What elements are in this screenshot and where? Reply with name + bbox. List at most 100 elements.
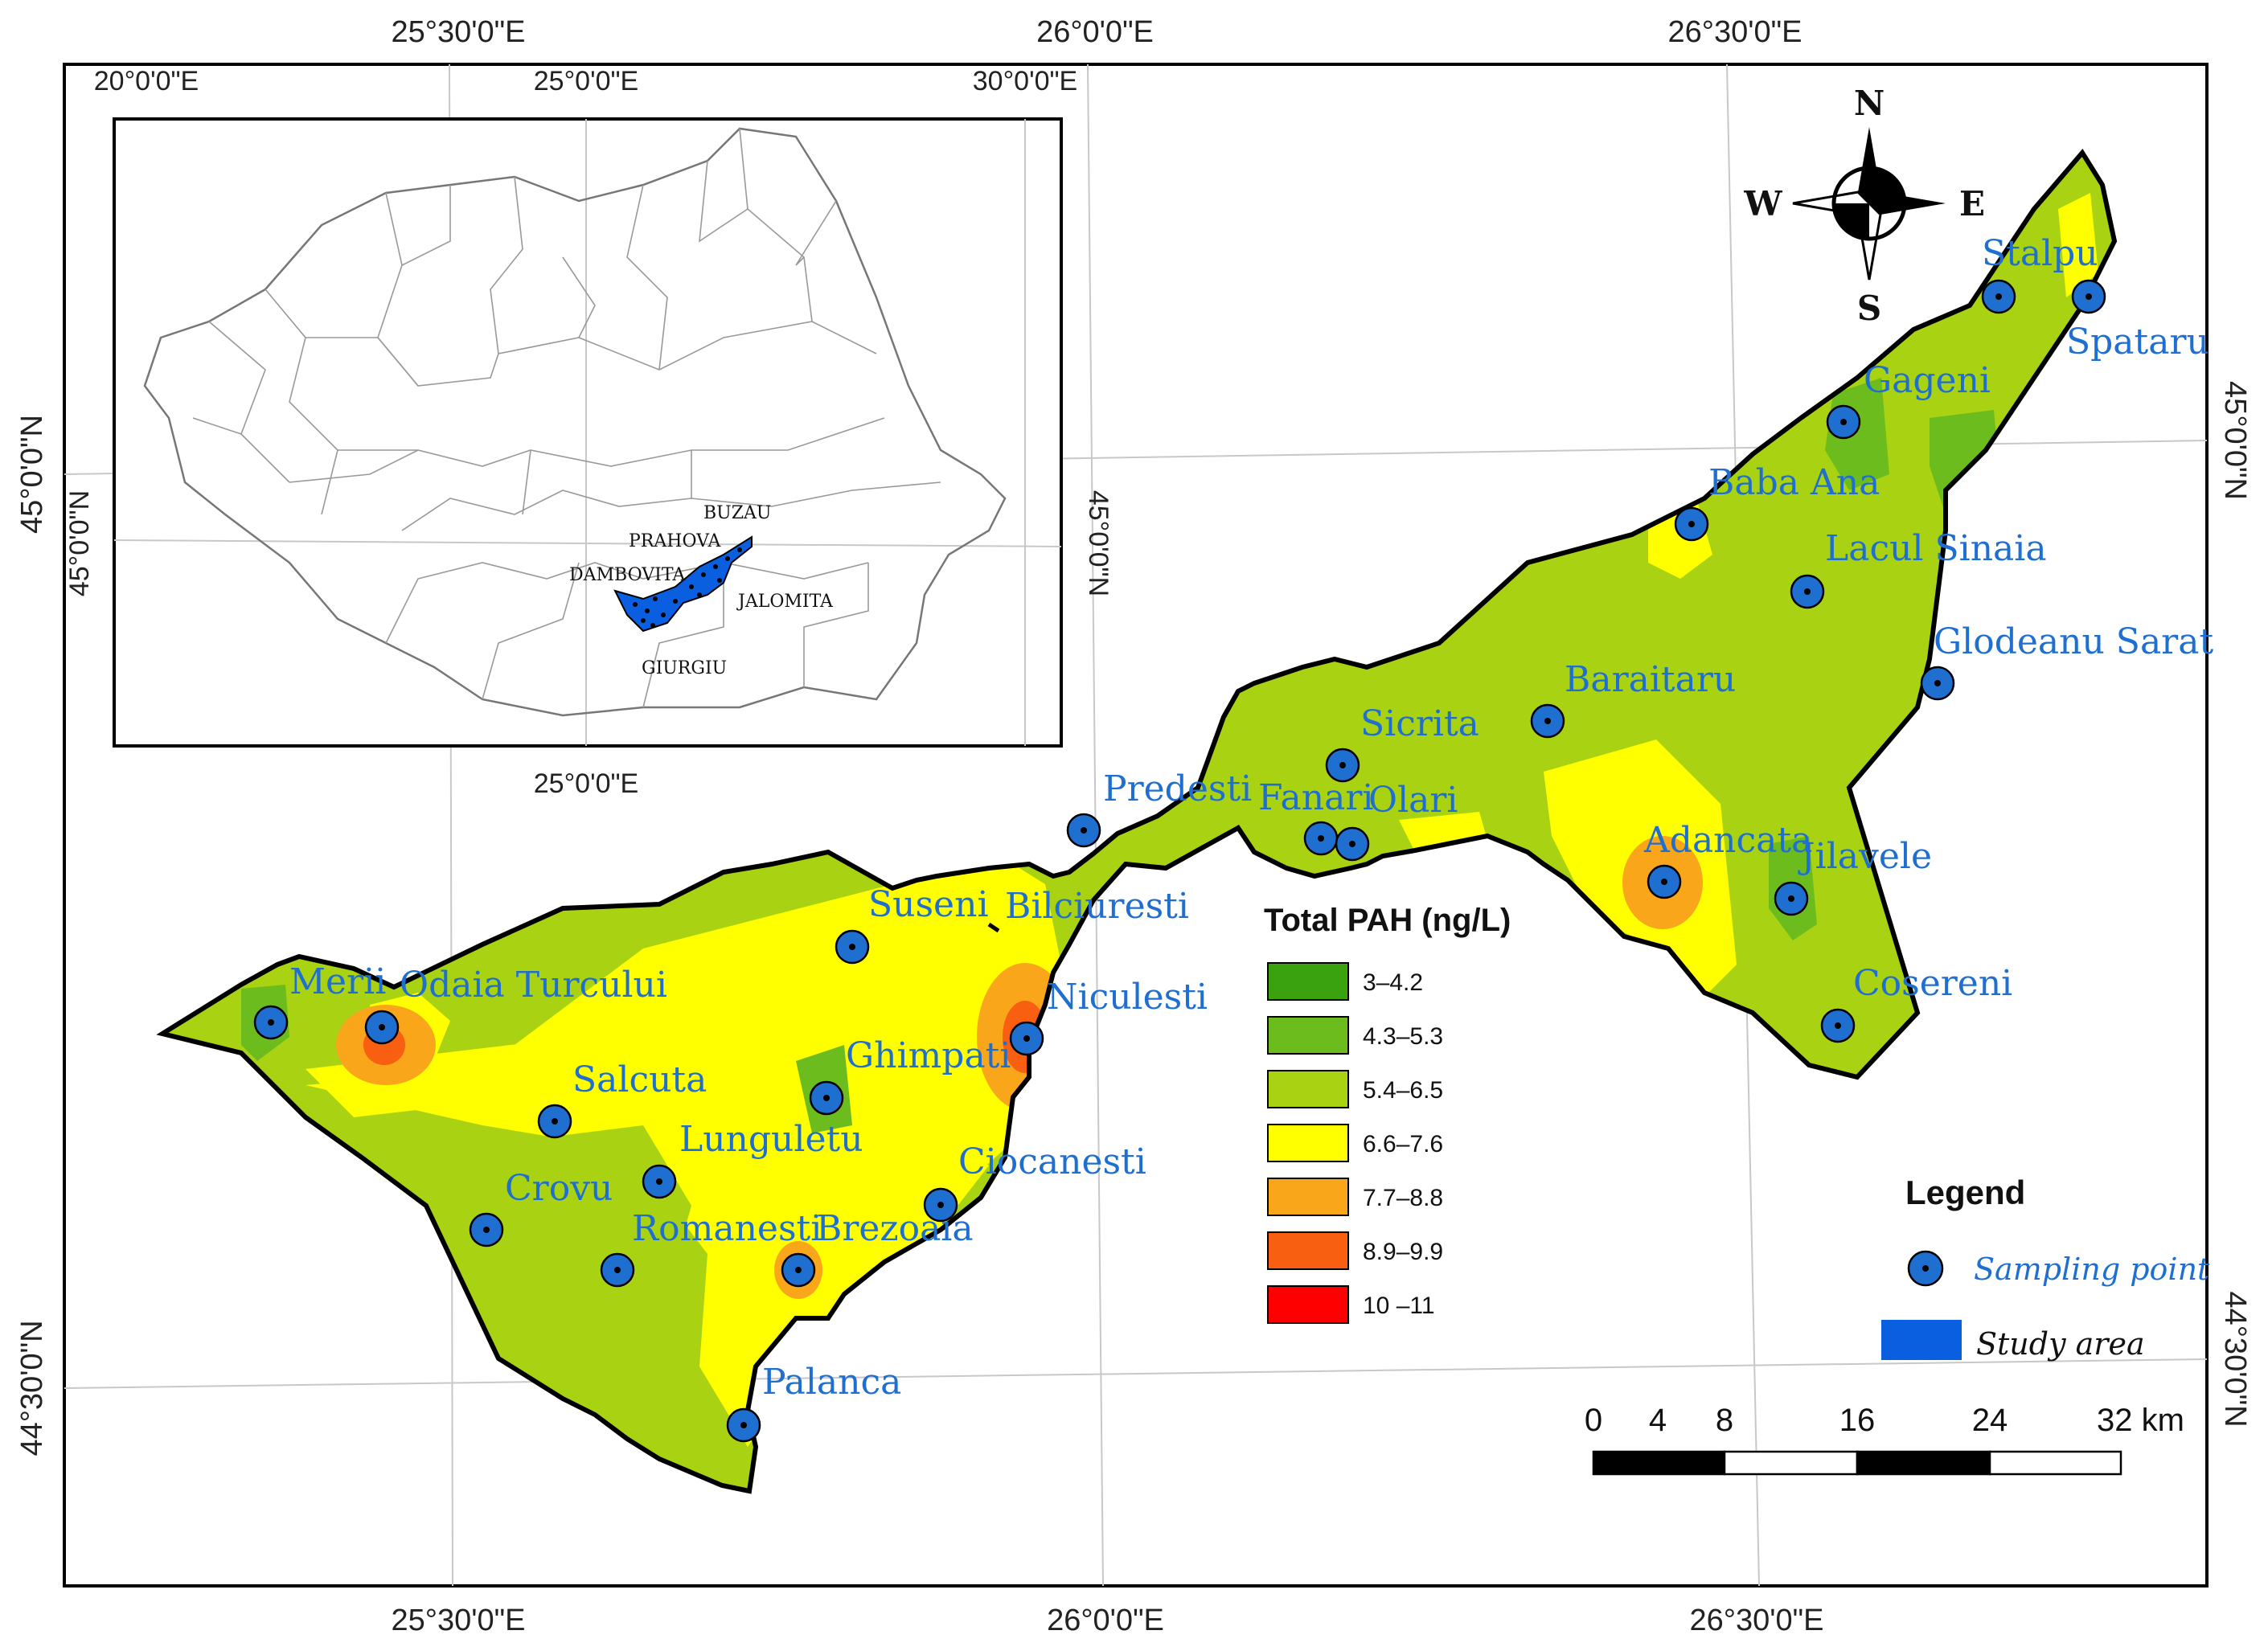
sampling-point-dot-baba-ana: [1688, 521, 1695, 527]
inset-coord-top-1: 20°0'0"E: [94, 66, 199, 96]
sampling-point-dot-jilavele: [1788, 895, 1794, 902]
legend-study-area: Study area: [1976, 1326, 2145, 1362]
legend-title: Legend: [1905, 1174, 2025, 1211]
sampling-point-dot-crovu: [483, 1227, 490, 1233]
sampling-label-merii: Merii: [289, 961, 386, 1002]
sampling-point-dot-ciocanesti: [937, 1202, 944, 1208]
sampling-point-dot-merii: [268, 1019, 274, 1026]
sampling-label-gageni: Gageni: [1864, 360, 1991, 401]
scale-tick-3: 16: [1839, 1403, 1876, 1438]
sampling-point-dot-salcuta: [552, 1118, 558, 1125]
sampling-point-dot-stalpu: [1995, 293, 2002, 300]
sampling-point-dot-cosereni: [1835, 1022, 1841, 1029]
sampling-label-suseni: Suseni: [868, 884, 989, 925]
sampling-point-dot-fanari: [1318, 835, 1324, 842]
scale-segment-0: [1592, 1450, 1726, 1476]
inset-coord-right: 45°0'0"N: [1083, 490, 1113, 596]
sampling-point-dot-odaia-turcului: [379, 1024, 385, 1030]
coord-top-1: 25°30'0"E: [392, 15, 526, 49]
sampling-label-salcuta: Salcuta: [572, 1059, 707, 1100]
compass-s: S: [1857, 289, 1881, 328]
sampling-label-odaia-turcului: Odaia Turcului: [400, 965, 667, 1006]
scale-tick-0: 0: [1585, 1403, 1602, 1438]
sampling-label-spataru: Spataru: [2066, 322, 2209, 363]
pah-class-label-5: 8.9–9.9: [1363, 1239, 1443, 1265]
coord-top-2: 26°0'0"E: [1036, 15, 1154, 49]
coord-bottom-2: 26°0'0"E: [1047, 1604, 1164, 1637]
sampling-label-fanari: Fanari: [1258, 777, 1373, 818]
sampling-point-dot-suseni: [849, 944, 855, 950]
coord-left-1: 45°0'0"N: [15, 415, 49, 534]
sampling-label-crovu: Crovu: [505, 1168, 613, 1209]
sampling-point-dot-brezoaia: [795, 1267, 802, 1273]
inset-study-area: [613, 535, 753, 633]
sampling-label-jilavele: Jilavele: [1798, 836, 1932, 877]
scale-tick-1: 4: [1649, 1403, 1667, 1438]
sampling-label-ciocanesti: Ciocanesti: [958, 1141, 1146, 1182]
province-jalomita: JALOMITA: [736, 592, 834, 612]
sampling-label-sicrita: Sicrita: [1360, 703, 1479, 744]
sampling-label-lunguletu: Lunguletu: [679, 1119, 863, 1160]
pah-class-label-1: 4.3–5.3: [1363, 1023, 1443, 1050]
sampling-label-lacul-sinaia: Lacul Sinaia: [1825, 528, 2047, 569]
sampling-label-baraitaru: Baraitaru: [1565, 659, 1736, 700]
inset-coord-top-3: 30°0'0"E: [973, 66, 1077, 96]
scale-tick-2: 8: [1716, 1403, 1733, 1438]
north-arrow: N S E W: [1743, 84, 1985, 328]
pah-class-swatch-4: [1267, 1178, 1349, 1216]
province-dambovita: DAMBOVITA: [569, 565, 686, 585]
sampling-label-cosereni: Cosereni: [1853, 963, 2012, 1004]
sampling-point-dot-palanca: [740, 1422, 747, 1428]
inset-coord-bottom: 25°0'0"E: [534, 768, 638, 799]
legend-sampling-point: Sampling point: [1974, 1252, 2210, 1287]
inset-map: BUZAU PRAHOVA DAMBOVITA JALOMITA GIURGIU…: [64, 66, 1113, 799]
pah-class-swatch-2: [1267, 1070, 1349, 1108]
sampling-label-bilciuresti: Bilciuresti: [1005, 886, 1189, 927]
compass-e: E: [1959, 184, 1985, 223]
pah-class-label-4: 7.7–8.8: [1363, 1185, 1443, 1211]
sampling-point-dot-gageni: [1840, 419, 1847, 425]
sampling-points: Stalpu Spataru Gageni Baba Ana Lacul Sinaia G…: [253, 233, 2213, 1443]
sampling-label-adancata: Adancata: [1643, 820, 1812, 861]
scale-segment-3: [1988, 1450, 2122, 1476]
inset-coord-top-2: 25°0'0"E: [534, 66, 638, 96]
province-giurgiu: GIURGIU: [642, 658, 727, 678]
pah-legend-title: Total PAH (ng/L): [1264, 903, 1511, 938]
scale-bar: 0 4 8 16 24 32 km: [1585, 1403, 2184, 1476]
scale-segment-1: [1723, 1450, 1859, 1476]
pah-class-label-3: 6.6–7.6: [1363, 1131, 1443, 1157]
pah-class-swatch-1: [1267, 1016, 1349, 1055]
study-area-swatch: [1881, 1320, 1962, 1360]
compass-w: W: [1743, 184, 1782, 223]
sampling-label-ghimpati: Ghimpati: [846, 1035, 1011, 1076]
sampling-point-dot-ghimpati: [823, 1095, 830, 1101]
legend: Legend Sampling point Study area: [1881, 1174, 2210, 1362]
sampling-label-predesti: Predesti: [1103, 768, 1252, 809]
pah-class-label-6: 10 –11: [1363, 1293, 1435, 1319]
province-buzau: BUZAU: [703, 503, 771, 523]
pah-class-swatch-6: [1267, 1285, 1349, 1324]
coord-bottom-3: 26°30'0"E: [1690, 1604, 1824, 1637]
sampling-point-dot-predesti: [1081, 827, 1087, 834]
scale-tick-4: 24: [1972, 1403, 2008, 1438]
coord-top-3: 26°30'0"E: [1668, 15, 1803, 49]
compass-n: N: [1854, 84, 1885, 123]
coord-right-2: 44°30'0"N: [2218, 1291, 2252, 1427]
sampling-label-baba-ana: Baba Ana: [1708, 462, 1880, 503]
sampling-point-dot-niculesti: [1023, 1035, 1030, 1042]
sampling-label-olari: Olari: [1368, 780, 1458, 821]
pah-legend: Total PAH (ng/L) 3–4.2 4.3–5.3 5.4–6.5 6.6–…: [1264, 903, 1511, 1324]
sampling-label-niculesti: Niculesti: [1047, 977, 1208, 1018]
sampling-point-dot-sicrita: [1339, 762, 1346, 768]
inset-coord-left: 45°0'0"N: [64, 490, 95, 596]
pah-class-swatch-5: [1267, 1231, 1349, 1270]
sampling-point-dot-olari: [1349, 841, 1355, 847]
pah-class-label-2: 5.4–6.5: [1363, 1077, 1443, 1104]
sampling-point-dot-romanesti: [614, 1267, 621, 1273]
scale-segment-2: [1856, 1450, 1991, 1476]
pah-class-label-0: 3–4.2: [1363, 969, 1423, 996]
sampling-label-glodeanu-sarat: Glodeanu Sarat: [1934, 621, 2213, 662]
sampling-label-stalpu: Stalpu: [1982, 233, 2098, 274]
sampling-label-palanca: Palanca: [762, 1362, 901, 1403]
